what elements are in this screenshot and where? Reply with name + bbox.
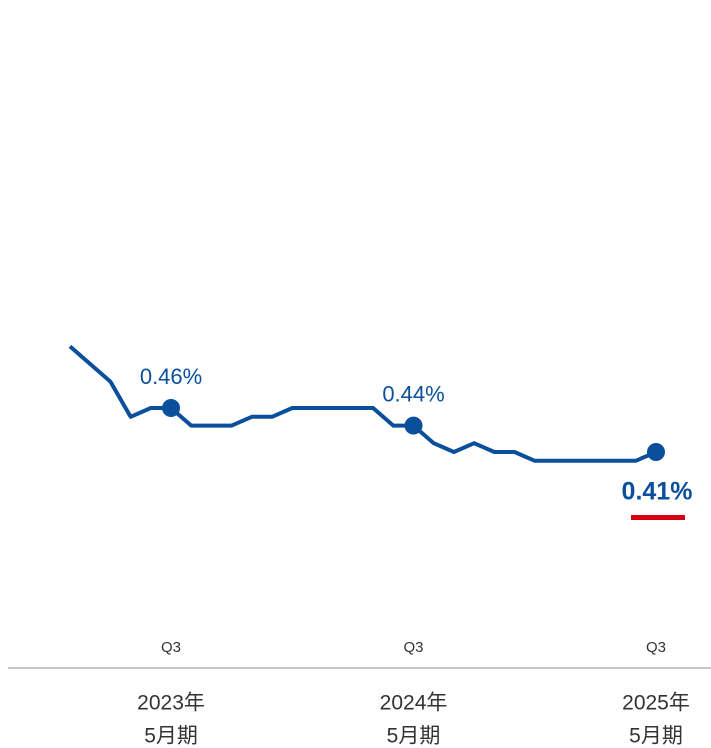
x-tick-label: Q3 [404,639,424,656]
marker [162,399,181,417]
fiscal-period: 5月期 [629,725,683,748]
x-tick-label: Q3 [646,639,666,656]
fiscal-year: 2023年 [137,692,205,715]
data-label: 0.46% [140,364,202,389]
fiscal-year: 2025年 [622,692,690,715]
data-label: 0.41% [622,478,693,506]
fiscal-year: 2024年 [380,692,448,715]
x-tick-label: Q3 [161,639,181,656]
fiscal-period: 5月期 [144,725,198,748]
fiscal-period: 5月期 [387,725,441,748]
marker [404,416,423,435]
data-label: 0.44% [382,381,444,406]
highlight-underline [631,515,685,520]
marker [647,443,665,461]
